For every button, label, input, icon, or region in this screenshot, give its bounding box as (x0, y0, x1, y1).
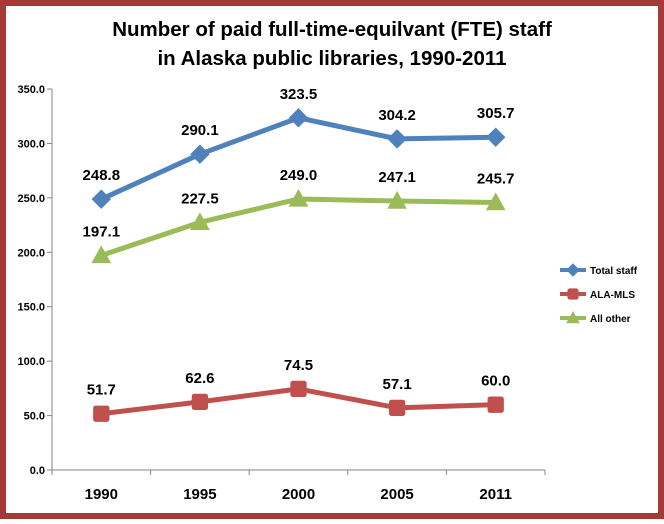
data-point-marker (93, 405, 110, 422)
data-point-marker (387, 190, 407, 209)
x-tick-label: 2000 (282, 486, 315, 503)
data-point-marker (191, 393, 209, 411)
data-point-marker (290, 380, 307, 398)
y-tick-label: 350.0 (17, 84, 45, 96)
y-tick-label: 150.0 (17, 302, 45, 314)
x-tick-label: 1995 (183, 486, 216, 503)
data-point-marker (485, 192, 506, 211)
data-label: 60.0 (481, 373, 510, 390)
axes: 0.0 50.0 100.0 150.0 200.0 250.0 300.0 350.0 199… (17, 84, 546, 503)
legend-label: All other (590, 314, 631, 325)
legend-label: Total staff (590, 266, 638, 277)
y-tick-label: 300.0 (17, 138, 45, 150)
data-label: 62.6 (185, 370, 214, 387)
data-point-marker (91, 189, 112, 209)
x-tick-label: 2005 (380, 486, 413, 503)
x-tick-label: 2011 (479, 486, 512, 503)
data-label: 249.0 (280, 167, 318, 184)
data-point-marker (288, 108, 309, 128)
data-label: 304.2 (378, 107, 416, 124)
legend-marker (566, 263, 580, 277)
data-point-marker (487, 396, 504, 413)
y-tick-label: 200.0 (17, 247, 45, 259)
data-label: 247.1 (378, 169, 416, 186)
data-point-marker (288, 188, 309, 207)
data-label: 74.5 (284, 357, 313, 374)
legend-marker (567, 288, 579, 300)
y-tick-label: 250.0 (17, 193, 45, 205)
series-line-all-other (98, 196, 499, 258)
legend-label: ALA-MLS (590, 290, 635, 301)
legend-marker (566, 310, 580, 324)
x-tick-label: 1990 (85, 486, 118, 503)
data-label: 248.8 (83, 167, 121, 184)
data-label: 51.7 (87, 382, 116, 399)
data-point-marker (388, 399, 406, 416)
data-point-marker (387, 129, 407, 149)
data-labels: 248.8 290.1 323.5 304.2 305.7 51.7 62.6 74.5 57.… (83, 86, 515, 399)
data-label: 245.7 (477, 171, 515, 188)
data-label: 197.1 (83, 223, 121, 240)
data-label: 290.1 (181, 122, 219, 139)
y-tick-label: 50.0 (24, 411, 45, 423)
data-label: 227.5 (181, 190, 219, 207)
data-label: 323.5 (280, 86, 318, 103)
data-point-marker (91, 245, 112, 264)
y-tick-label: 0.0 (30, 465, 45, 477)
legend: Total staff ALA-MLS All other (560, 263, 638, 325)
chart-title-line-1: Number of paid full-time-equilvant (FTE)… (112, 18, 552, 41)
data-point-marker (190, 144, 210, 164)
data-point-marker (485, 127, 506, 147)
data-label: 305.7 (477, 105, 515, 122)
series-layer (91, 108, 506, 422)
chart-title-line-2: in Alaska public libraries, 1990-2011 (157, 47, 506, 70)
data-point-marker (190, 212, 210, 231)
data-label: 57.1 (382, 376, 411, 393)
series-line-total-staff (98, 115, 499, 202)
y-tick-label: 100.0 (17, 356, 45, 368)
